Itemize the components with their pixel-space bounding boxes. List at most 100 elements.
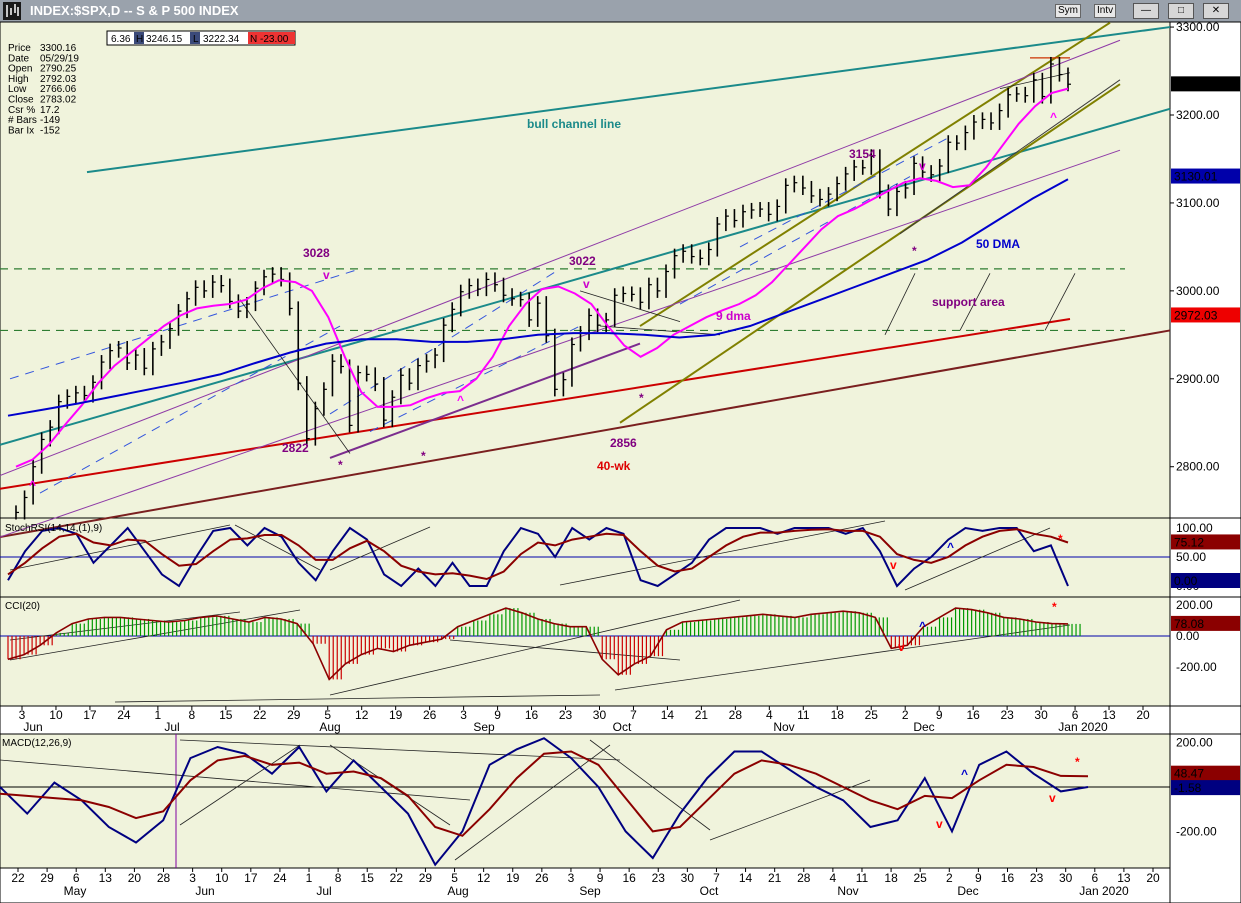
macd-month-label: Oct — [700, 884, 719, 898]
close-button[interactable]: ✕ — [1203, 3, 1229, 19]
intv-button[interactable]: Intv — [1094, 4, 1117, 18]
date-label: 9 — [936, 708, 943, 722]
data-window-label-0: Price — [8, 43, 31, 54]
support-annotation: support area — [932, 295, 1005, 309]
axis-panel-4 — [1169, 733, 1241, 903]
bull-channel-annotation: bull channel line — [527, 117, 621, 131]
cci-trend-line — [9, 609, 301, 661]
macd-trend-line — [709, 779, 871, 841]
macd-date-label: 16 — [1001, 871, 1015, 885]
bull-channel-upper — [86, 26, 1171, 174]
macd-date-label: 12 — [477, 871, 491, 885]
date-label: 9 — [494, 708, 501, 722]
date-label: 10 — [49, 708, 63, 722]
month-label: Nov — [773, 720, 794, 734]
macd-trend-line — [589, 739, 711, 831]
quote-low: 3222.34 — [203, 34, 240, 45]
stoch-last-signal-bg — [1171, 534, 1240, 550]
macd-last-value-bg — [1171, 780, 1240, 796]
purple-star-mark: * — [639, 391, 644, 405]
macd-date-label: 28 — [157, 871, 171, 885]
date-label: 21 — [695, 708, 709, 722]
macd-date-label: 20 — [128, 871, 142, 885]
macd-date-label: 18 — [884, 871, 898, 885]
data-window-label-4: Low — [8, 84, 27, 95]
data-window-label-2: Open — [8, 64, 32, 75]
date-label: 18 — [831, 708, 845, 722]
price-axis-label: 3000.00 — [1176, 284, 1220, 298]
ma40wk-line — [0, 318, 1071, 490]
data-window-value-6: 17.2 — [40, 105, 60, 116]
date-label: 6 — [1072, 708, 1079, 722]
macd-axis-label: -200.00 — [1176, 824, 1217, 838]
magenta-v-mark: v — [919, 159, 926, 173]
macd-date-label: 4 — [830, 871, 837, 885]
bull-channel-line — [0, 107, 1171, 446]
date-axis-strip-macd — [0, 867, 1171, 903]
thin-trend-line — [579, 290, 681, 323]
macd-date-label: 29 — [419, 871, 433, 885]
thin-trend-line — [959, 273, 991, 331]
macd-date-label: 1 — [306, 871, 313, 885]
date-label: 7 — [630, 708, 637, 722]
macd-date-label: 6 — [1091, 871, 1098, 885]
date-label: 23 — [1000, 708, 1014, 722]
axis-panel-3 — [1169, 705, 1241, 735]
macd-caret-mark: ^ — [961, 767, 968, 781]
data-window-value-5: 2783.02 — [40, 95, 77, 106]
macd-last-signal: 48.47 — [1174, 767, 1204, 781]
wk40-annotation: 40-wk — [597, 459, 631, 473]
restore-button[interactable]: □ — [1168, 3, 1194, 19]
purple-star-mark: * — [338, 458, 343, 472]
pivot-2856: 2856 — [610, 436, 637, 450]
olive-channel-upper — [639, 21, 1111, 327]
stoch-trend-line — [904, 527, 1051, 591]
date-label: 8 — [189, 708, 196, 722]
sym-button[interactable]: Sym — [1055, 4, 1081, 18]
date-label: 19 — [389, 708, 403, 722]
month-label: Sep — [473, 720, 495, 734]
stoch-caret-mark: ^ — [947, 540, 954, 554]
quote-n-box — [248, 32, 295, 44]
cci-axis-label: 200.00 — [1176, 598, 1213, 612]
macd-v-mark: v — [1049, 791, 1056, 805]
cci-last-value: 78.08 — [1174, 617, 1204, 631]
last-close-label: 3234.85 — [1174, 77, 1218, 91]
macd-date-label: 26 — [535, 871, 549, 885]
magenta-caret-mark: ^ — [457, 393, 464, 407]
macd-date-label: 6 — [73, 871, 80, 885]
macd-date-label: 29 — [40, 871, 54, 885]
quote-h-box — [134, 32, 144, 44]
month-label: Dec — [913, 720, 934, 734]
macd-date-label: 23 — [1030, 871, 1044, 885]
stoch-trend-line — [234, 524, 321, 571]
month-label: Aug — [319, 720, 340, 734]
minimize-button[interactable]: — — [1133, 3, 1159, 19]
last-close-label-bg — [1171, 76, 1240, 92]
data-window-label-1: Date — [8, 53, 30, 64]
cci-axis-label: -200.00 — [1176, 660, 1217, 674]
thin-trend-line — [1044, 273, 1076, 331]
stoch-axis-label: 50.00 — [1176, 550, 1206, 564]
macd-month-label: Dec — [957, 884, 978, 898]
date-label: 1 — [155, 708, 162, 722]
blue-dashed-channel — [679, 176, 911, 305]
date-label: 16 — [525, 708, 539, 722]
date-label: 30 — [1034, 708, 1048, 722]
cci-caret-mark: ^ — [919, 619, 926, 633]
date-label: 25 — [865, 708, 879, 722]
data-window-label-5: Close — [8, 95, 34, 106]
dma9-annotation: 9 dma — [716, 309, 751, 323]
magenta-v-mark: v — [583, 277, 590, 291]
macd-date-label: 25 — [913, 871, 927, 885]
cci-v-mark: v — [898, 640, 905, 654]
macd-date-label: 13 — [1117, 871, 1131, 885]
macd-line — [0, 737, 1089, 867]
quote-l-box — [190, 32, 200, 44]
ma50-line — [7, 178, 1069, 417]
stoch-mark: v — [890, 558, 897, 572]
quote-net: -23.00 — [260, 34, 289, 45]
magenta-caret-mark: ^ — [1050, 110, 1057, 124]
date-label: 22 — [253, 708, 267, 722]
